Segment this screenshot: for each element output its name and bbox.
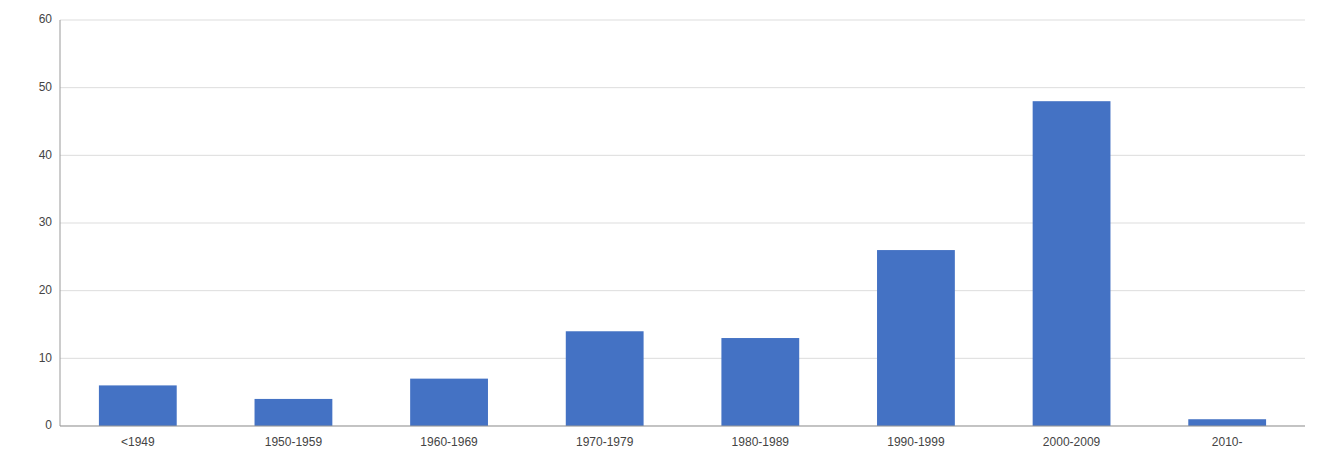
bar <box>877 250 955 426</box>
y-tick-label: 50 <box>39 80 53 94</box>
bar <box>410 379 488 426</box>
x-tick-label: 1970-1979 <box>576 435 634 449</box>
x-tick-labels: <1949 1950-1959 1960-1969 1970-1979 1980-198… <box>121 435 1243 449</box>
x-axis-line <box>60 426 1305 427</box>
y-tick-label: 0 <box>45 418 52 432</box>
x-tick-label: 1950-1959 <box>265 435 323 449</box>
bar <box>99 385 177 426</box>
bar <box>1033 101 1111 426</box>
x-tick-label: 1980-1989 <box>732 435 790 449</box>
x-tick-label: 1990-1999 <box>887 435 945 449</box>
x-tick-label: 2010- <box>1212 435 1243 449</box>
grid-line <box>60 358 1305 359</box>
grid-line <box>60 87 1305 88</box>
y-tick-label: 60 <box>39 12 53 26</box>
grid-line <box>60 223 1305 224</box>
y-tick-labels: 0 10 20 30 40 50 60 <box>39 12 53 432</box>
bar <box>1188 419 1266 426</box>
y-grid <box>60 20 1305 426</box>
y-tick-label: 20 <box>39 283 53 297</box>
grid-line <box>60 290 1305 291</box>
bar <box>721 338 799 426</box>
chart-svg: 0 10 20 30 40 50 60 <1949 1950-1959 1960-1969 1970… <box>0 0 1329 474</box>
bar <box>255 399 333 426</box>
x-tick-label: 1960-1969 <box>420 435 478 449</box>
bars <box>99 101 1266 426</box>
y-tick-label: 30 <box>39 215 53 229</box>
y-axis-line <box>60 20 61 426</box>
y-tick-label: 10 <box>39 351 53 365</box>
bar <box>566 331 644 426</box>
x-tick-label: 2000-2009 <box>1043 435 1101 449</box>
grid-line <box>60 426 1305 427</box>
x-tick-label: <1949 <box>121 435 155 449</box>
chart-container: 0 10 20 30 40 50 60 <1949 1950-1959 1960-1969 1970… <box>0 0 1329 474</box>
grid-line <box>60 155 1305 156</box>
y-tick-label: 40 <box>39 148 53 162</box>
grid-line <box>60 20 1305 21</box>
